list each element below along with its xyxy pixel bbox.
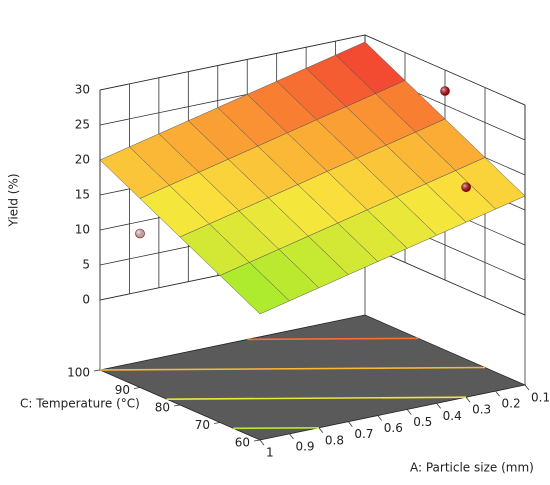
surface-patch — [219, 262, 290, 315]
design-point-shade — [461, 182, 471, 192]
contour-line — [233, 427, 319, 430]
tick-mark — [289, 433, 294, 440]
c-tick-label: 70 — [195, 418, 210, 432]
y-tick-label: 0 — [82, 293, 90, 307]
design-point-shade — [135, 229, 145, 238]
contour-line — [166, 396, 467, 400]
tick-mark — [524, 384, 530, 391]
x-tick-label: 0.8 — [325, 433, 344, 447]
tick-mark — [93, 369, 101, 372]
tick-mark — [377, 415, 383, 421]
y-tick-label: 5 — [82, 258, 90, 272]
x-tick-label: 0.6 — [384, 421, 403, 435]
x-axis-title: A: Particle size (mm) — [410, 461, 534, 475]
x-tick-label: 0.7 — [354, 427, 373, 441]
contour-line — [99, 366, 486, 371]
y-axis-title: Yield (%) — [7, 173, 21, 227]
c-tick-label: 80 — [155, 401, 170, 415]
tick-mark — [348, 421, 353, 427]
tick-mark — [253, 439, 261, 442]
x-tick-label: 0.5 — [413, 415, 432, 429]
y-tick-label: 15 — [75, 188, 90, 202]
tick-mark — [465, 396, 471, 403]
tick-mark — [173, 404, 181, 407]
c-tick-label: 60 — [235, 436, 250, 450]
x-tick-label: 1 — [266, 446, 274, 460]
tick-mark — [495, 390, 500, 397]
y-tick-label: 10 — [75, 223, 90, 237]
x-tick-label: 0.9 — [295, 439, 314, 453]
c-tick-label: 100 — [67, 366, 90, 380]
tick-mark — [406, 409, 412, 415]
x-tick-label: 0.4 — [443, 409, 462, 423]
tick-mark — [436, 403, 441, 409]
y-tick-label: 30 — [75, 83, 90, 97]
c-tick-label: 90 — [115, 383, 130, 397]
tick-mark — [259, 439, 265, 446]
tick-mark — [133, 387, 141, 389]
x-tick-label: 0.1 — [531, 391, 550, 405]
y-tick-label: 20 — [75, 153, 90, 167]
c-axis-title: C: Temperature (°C) — [20, 397, 140, 411]
x-tick-label: 0.2 — [502, 397, 521, 411]
design-point-shade — [440, 86, 450, 96]
tick-mark — [318, 427, 324, 434]
y-tick-label: 25 — [75, 118, 90, 132]
x-tick-label: 0.3 — [472, 403, 491, 417]
contour-line — [247, 337, 419, 341]
tick-mark — [213, 422, 221, 424]
